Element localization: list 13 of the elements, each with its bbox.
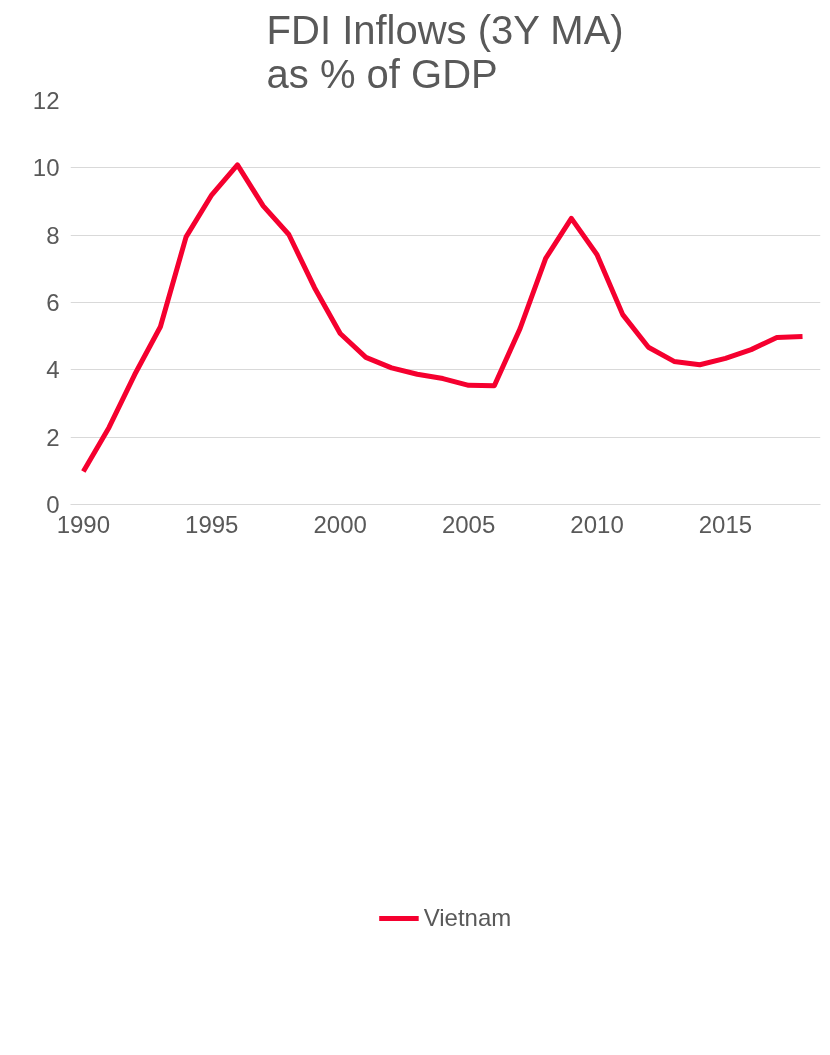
chart-title: FDI Inflows (3Y MA) as % of GDP <box>266 7 624 96</box>
y-tick-label: 12 <box>32 87 60 114</box>
legend-label: Vietnam <box>423 904 512 932</box>
y-tick-label: 6 <box>46 289 60 316</box>
y-tick-label: 8 <box>46 221 60 249</box>
x-tick-label: 2005 <box>441 510 496 538</box>
x-tick-label: 1995 <box>185 510 239 538</box>
y-tick-label: 2 <box>46 423 60 451</box>
x-tick-label: 2010 <box>570 510 624 538</box>
y-tick-label: 10 <box>32 154 60 182</box>
x-tick-label: 2000 <box>313 510 367 538</box>
x-tick-label: 2015 <box>698 510 753 538</box>
y-tick-label: 4 <box>46 356 60 384</box>
